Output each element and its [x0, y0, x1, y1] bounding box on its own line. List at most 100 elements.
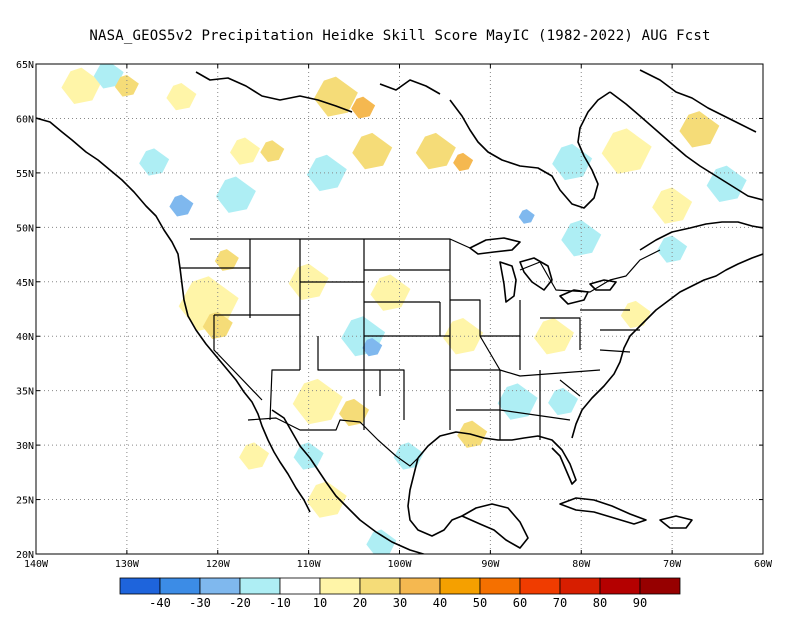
colorbar-swatch — [559, 577, 601, 595]
colorbar-label: 30 — [393, 596, 407, 610]
colorbar-label: 90 — [633, 596, 647, 610]
colorbar-label: 80 — [593, 596, 607, 610]
lat-tick-label: 40N — [16, 332, 34, 343]
lat-tick-label: 60N — [16, 114, 34, 125]
skill-fill-patch — [93, 64, 124, 89]
skill-fill-patch — [443, 318, 484, 355]
lat-tick-label: 50N — [16, 223, 34, 234]
plot-frame — [35, 63, 764, 555]
lat-tick-label: 45N — [16, 278, 34, 289]
lat-tick-label: 30N — [16, 441, 34, 452]
coastlines — [36, 69, 763, 554]
lat-tick-label: 25N — [16, 496, 34, 507]
colorbar-label: -40 — [149, 596, 171, 610]
skill-fill-patch — [601, 128, 652, 174]
great-lakes — [469, 237, 617, 305]
skill-fill-patch — [453, 152, 474, 172]
colorbar-labels: -40 -30 -20 -10 10 20 30 40 50 60 70 80 90 — [149, 596, 647, 610]
map-title: NASA_GEOS5v2 Precipitation Heidke Skill … — [89, 28, 711, 44]
arctic-coast — [195, 69, 757, 133]
skill-fill-patch — [215, 176, 256, 213]
st-lawrence-coast — [639, 221, 763, 251]
lon-tick-label: 90W — [481, 559, 500, 570]
skill-fill-patch — [366, 529, 397, 554]
skill-fill-patch — [652, 187, 693, 224]
skill-fill-patch — [202, 311, 233, 339]
skill-fill-patch — [657, 235, 688, 263]
labrador-coast — [609, 91, 763, 201]
skill-fill-patch — [214, 249, 239, 271]
colorbar-swatch — [519, 577, 561, 595]
skill-fill-patch — [114, 74, 139, 97]
colorbar-label: 20 — [353, 596, 367, 610]
mexico-east-coast — [407, 457, 463, 537]
us-mexico-border — [247, 417, 419, 467]
lon-tick-label: 140W — [24, 559, 49, 570]
colorbar-swatch — [479, 577, 521, 595]
colorbar-swatch — [199, 577, 241, 595]
colorbar-swatch — [119, 577, 161, 595]
lon-tick-label: 120W — [206, 559, 231, 570]
colorbar-swatch — [599, 577, 641, 595]
skill-fill-patch — [351, 96, 376, 119]
yucatan-coast — [461, 503, 529, 549]
gulf-of-mexico-coast — [417, 431, 577, 485]
colorbar — [119, 577, 681, 595]
skill-fill-patch — [230, 137, 261, 165]
skill-fill-patch — [706, 165, 747, 202]
skill-fill-patch — [561, 220, 602, 257]
colorbar-label: 70 — [553, 596, 567, 610]
colorbar-swatch — [279, 577, 321, 595]
pacific-coastline — [36, 117, 311, 513]
colorbar-label: -20 — [229, 596, 251, 610]
state-lines — [180, 239, 640, 440]
skill-fill-patch — [518, 209, 535, 224]
skill-fill-patch — [415, 132, 456, 170]
skill-fill-patch — [260, 140, 285, 163]
colorbar-swatch — [439, 577, 481, 595]
longitude-labels: 140W 130W 120W 110W 100W 90W 80W 70W 60W — [24, 559, 773, 570]
skill-fill-patch — [61, 67, 102, 104]
hudson-bay-coast — [449, 91, 611, 209]
skill-fill-patch — [339, 398, 370, 427]
colorbar-swatch — [239, 577, 281, 595]
hispaniola-coast — [659, 515, 693, 529]
gulf-of-california-coast — [271, 409, 427, 554]
lon-tick-label: 60W — [754, 559, 773, 570]
skill-fill-patch — [306, 154, 347, 192]
lon-tick-label: 130W — [115, 559, 140, 570]
lat-tick-label: 20N — [16, 550, 34, 561]
lat-tick-label: 55N — [16, 169, 34, 180]
skill-fill-patch — [362, 338, 383, 357]
skill-fill-patch — [533, 318, 574, 355]
atlantic-coastline — [571, 253, 763, 439]
political-borders — [180, 238, 661, 467]
colorbar-label: -30 — [189, 596, 211, 610]
skill-fill-patch — [169, 194, 194, 217]
skill-fill-patch — [239, 442, 270, 470]
colorbar-label: 40 — [433, 596, 447, 610]
cuba-coast — [559, 497, 647, 525]
skill-fill-patch — [679, 111, 720, 148]
colorbar-swatch — [159, 577, 201, 595]
lat-tick-label: 35N — [16, 387, 34, 398]
skill-fill-patch — [292, 378, 343, 425]
skill-fill-patch — [313, 76, 358, 117]
latitude-labels: 65N 60N 55N 50N 45N 40N 35N 30N 25N 20N — [16, 60, 34, 561]
lon-tick-label: 100W — [387, 559, 412, 570]
colorbar-label: 50 — [473, 596, 487, 610]
colorbar-label: 60 — [513, 596, 527, 610]
colorbar-swatch — [359, 577, 401, 595]
skill-fill-patch — [548, 387, 579, 416]
skill-fill-patch — [620, 300, 651, 329]
colorbar-label: -10 — [269, 596, 291, 610]
lon-tick-label: 110W — [297, 559, 322, 570]
skill-fill-patch — [166, 83, 197, 111]
lon-tick-label: 80W — [572, 559, 591, 570]
lat-tick-label: 65N — [16, 60, 34, 71]
colorbar-swatch — [399, 577, 441, 595]
colorbar-label: 10 — [313, 596, 327, 610]
lon-tick-label: 70W — [663, 559, 682, 570]
skill-score-fills — [61, 64, 747, 554]
